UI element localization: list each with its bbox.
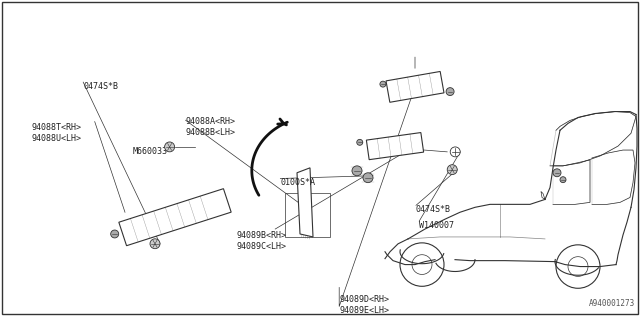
Circle shape (556, 245, 600, 288)
Text: 94089D<RH>
94089E<LH>: 94089D<RH> 94089E<LH> (339, 295, 389, 316)
Circle shape (568, 257, 588, 276)
Circle shape (363, 173, 373, 183)
Bar (285, 193, 330, 237)
Circle shape (450, 147, 460, 157)
Text: 94088T<RH>
94088U<LH>: 94088T<RH> 94088U<LH> (32, 123, 82, 143)
Circle shape (560, 177, 566, 183)
Circle shape (111, 230, 118, 238)
Polygon shape (553, 160, 590, 204)
Circle shape (352, 166, 362, 176)
Circle shape (446, 88, 454, 96)
Text: 0474S*B: 0474S*B (416, 205, 451, 214)
Circle shape (447, 165, 457, 175)
Circle shape (150, 239, 160, 249)
Text: W140007: W140007 (419, 221, 454, 230)
Polygon shape (592, 150, 635, 204)
Text: 94088A<RH>
94088B<LH>: 94088A<RH> 94088B<LH> (186, 117, 236, 137)
Polygon shape (119, 189, 231, 246)
Polygon shape (386, 71, 444, 102)
Text: 0474S*B: 0474S*B (83, 82, 118, 91)
Polygon shape (366, 132, 424, 160)
Circle shape (412, 255, 432, 275)
Polygon shape (297, 168, 313, 237)
Circle shape (356, 140, 363, 145)
Circle shape (553, 169, 561, 177)
Circle shape (380, 81, 386, 87)
Circle shape (164, 142, 175, 152)
Circle shape (400, 243, 444, 286)
Text: 0100S*A: 0100S*A (280, 179, 316, 188)
Text: 94089B<RH>
94089C<LH>: 94089B<RH> 94089C<LH> (237, 231, 287, 251)
Text: M660033: M660033 (132, 147, 168, 156)
Text: A940001273: A940001273 (589, 299, 635, 308)
Polygon shape (550, 112, 636, 166)
